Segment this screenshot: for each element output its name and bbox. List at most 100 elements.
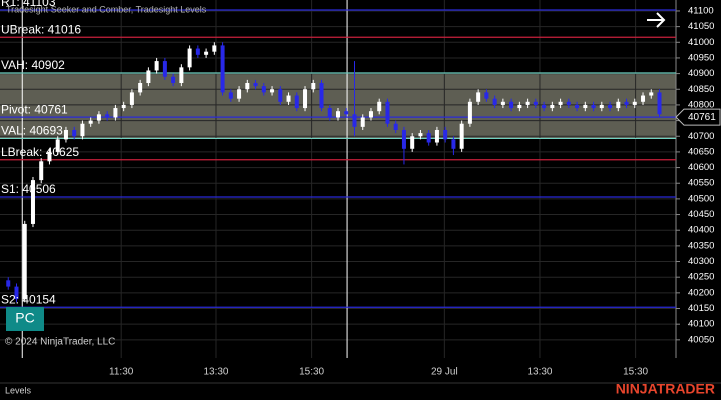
candle-body [352, 114, 357, 127]
candle-body [113, 108, 118, 118]
candle-body [261, 86, 266, 93]
y-tick-label: 41000 [688, 37, 714, 48]
candle-body [138, 83, 143, 93]
candle-body [162, 61, 167, 77]
candle-body [591, 104, 596, 109]
candle-body [426, 133, 431, 143]
candle-body [96, 114, 101, 121]
candle-body [171, 76, 176, 84]
level-label: S2: 40154 [1, 292, 56, 306]
candle-body [616, 101, 621, 109]
candle-body [583, 104, 588, 109]
last-price-label: 40761 [688, 112, 716, 123]
y-tick-label: 40850 [688, 84, 714, 95]
candle-body [129, 92, 134, 105]
y-tick-label: 41100 [688, 5, 714, 16]
candle-body [624, 101, 629, 105]
candle-body [418, 133, 423, 137]
candle-body [294, 95, 299, 109]
candle-body [500, 101, 505, 105]
candle-body [30, 180, 35, 224]
candle-body [270, 89, 275, 93]
candle-body [22, 223, 27, 300]
candle-body [88, 120, 93, 124]
y-tick-label: 41050 [688, 21, 714, 32]
y-tick-label: 40350 [688, 240, 714, 251]
candle-body [517, 104, 522, 109]
candle-body [492, 98, 497, 105]
candle-body [368, 111, 373, 118]
candle-body [72, 129, 77, 137]
candle-body [467, 101, 472, 124]
candle-body [360, 117, 365, 127]
candle-body [393, 123, 398, 130]
pc-button-label[interactable]: PC [15, 310, 34, 326]
candle-body [253, 83, 258, 87]
candle-body [278, 89, 283, 102]
candle-body [195, 48, 200, 55]
value-area [0, 72, 676, 139]
x-tick-label: 13:30 [527, 367, 552, 378]
candle-body [509, 101, 514, 109]
candle-body [385, 101, 390, 124]
candle-body [336, 111, 340, 118]
candle-body [237, 89, 242, 99]
candle-body [459, 123, 464, 149]
candle-body [245, 83, 250, 90]
candle-body [484, 92, 489, 99]
candle-body [14, 286, 19, 300]
share-arrow[interactable] [647, 12, 666, 28]
brand-logo: NINJATRADER [616, 381, 715, 397]
copyright: © 2024 NinjaTrader, LLC [5, 337, 115, 348]
y-tick-label: 40100 [688, 319, 714, 330]
candle-body [649, 92, 654, 96]
candle-body [220, 45, 225, 93]
candle-body [327, 108, 332, 118]
candle-body [476, 92, 481, 102]
candle-body [6, 280, 11, 287]
y-tick-label: 40550 [688, 178, 714, 189]
candle-body [154, 61, 159, 71]
candle-body [377, 101, 382, 112]
x-tick-label: 15:30 [623, 367, 648, 378]
last-price-tag [675, 108, 721, 126]
candle-body [434, 129, 439, 143]
pc-button[interactable] [6, 307, 44, 331]
y-tick-label: 40800 [688, 99, 714, 110]
candle-body [657, 92, 662, 115]
candle-body [228, 92, 233, 99]
candle-body [105, 114, 110, 118]
candle-body [599, 104, 604, 109]
candle-body [344, 111, 349, 115]
candle-body [410, 136, 415, 149]
candle-body [39, 161, 44, 181]
y-tick-label: 40300 [688, 256, 714, 267]
footer-label: Levels [5, 385, 32, 395]
y-tick-label: 40600 [688, 162, 714, 173]
level-label: R1: 41103 [1, 0, 56, 9]
candle-body [179, 67, 184, 84]
candle-body [212, 45, 217, 52]
x-tick-label: 13:30 [203, 367, 228, 378]
y-tick-label: 40500 [688, 193, 714, 204]
candle-body [63, 129, 68, 140]
candle-body [55, 139, 60, 152]
level-label: VAL: 40693 [1, 124, 63, 138]
candle-body [204, 51, 209, 55]
y-tick-label: 40400 [688, 225, 714, 236]
level-label: S1: 40506 [1, 182, 56, 196]
plot-area: R1: 41103 UBreak: 41016 VAH: 40902 Pivot: 4… [0, 0, 680, 358]
x-tick-label: 15:30 [299, 367, 324, 378]
candle-body [542, 104, 547, 109]
level-label: Pivot: 40761 [1, 102, 68, 116]
candle-body [608, 104, 613, 109]
x-tick-label: 29 Jul [431, 367, 458, 378]
y-tick-label: 40450 [688, 209, 714, 220]
candle-body [80, 123, 85, 137]
y-tick-label: 40950 [688, 52, 714, 63]
candle-body [286, 95, 291, 102]
level-label: UBreak: 41016 [1, 22, 81, 36]
level-label: VAH: 40902 [1, 58, 65, 72]
